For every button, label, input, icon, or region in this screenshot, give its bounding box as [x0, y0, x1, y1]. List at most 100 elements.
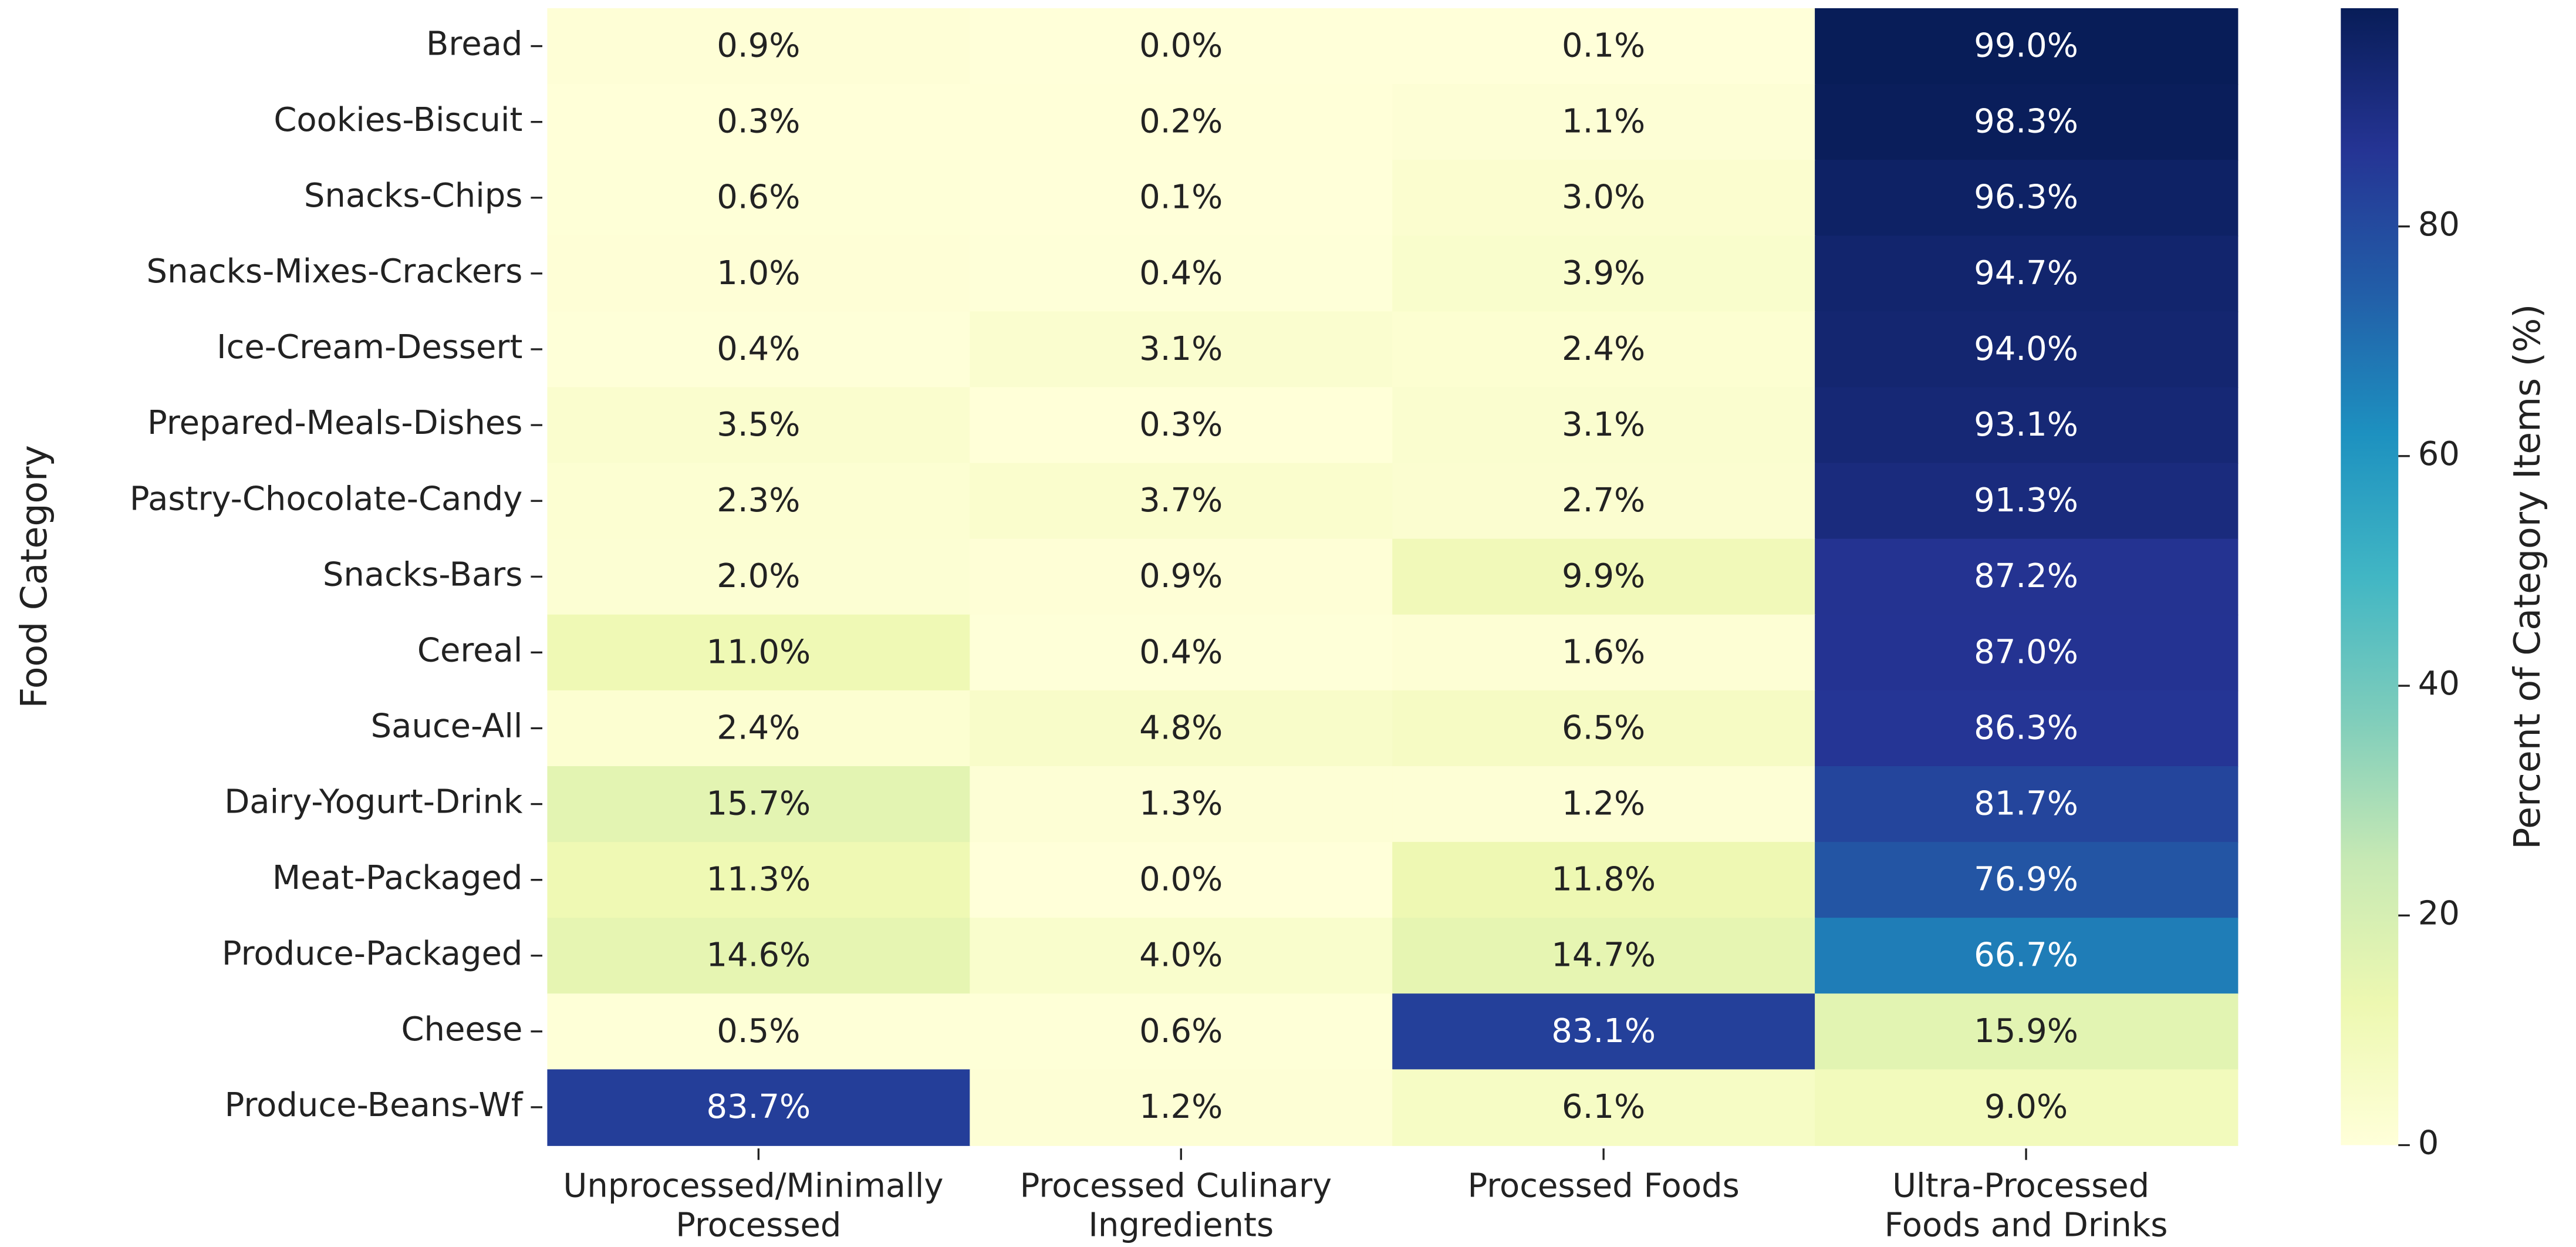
- heatmap-cell: [970, 8, 1393, 85]
- cell-label: 2.0%: [717, 557, 800, 595]
- cell-label: 14.7%: [1551, 936, 1656, 975]
- heatmap-cell: [1392, 84, 1816, 161]
- heatmap-cell: [1392, 614, 1816, 692]
- heatmap-cell: [1815, 8, 2239, 85]
- heatmap-cell: [970, 160, 1393, 237]
- heatmap-cell: [547, 84, 971, 161]
- heatmap-cell: [547, 614, 971, 692]
- x-tick-label-line: Processed Culinary: [1020, 1167, 1342, 1205]
- heatmap-cell: [1392, 842, 1816, 919]
- cell-label: 0.6%: [717, 178, 800, 217]
- heatmap-cell: [547, 235, 971, 312]
- heatmap-cell: [970, 918, 1393, 995]
- colorbar-tick-label: 60: [2418, 435, 2460, 473]
- heatmap-cell: [1815, 918, 2239, 995]
- colorbar-label: Percent of Category Items (%): [2506, 304, 2548, 850]
- cell-label: 0.4%: [1139, 254, 1223, 292]
- cell-label: 93.1%: [1974, 406, 2078, 444]
- y-tick-label: Cookies-Biscuit: [274, 101, 522, 139]
- cell-label: 0.6%: [1139, 1012, 1223, 1050]
- heatmap-cell: [547, 8, 971, 85]
- heatmap-cell: [1815, 235, 2239, 312]
- y-tick-label: Snacks-Bars: [323, 555, 523, 594]
- cell-label: 0.4%: [1139, 633, 1223, 671]
- heatmap-cell: [547, 463, 971, 540]
- x-tick-label: Ultra-Processed Foods and Drinks: [1885, 1167, 2168, 1244]
- cell-label: 4.8%: [1139, 709, 1223, 747]
- colorbar-tick-label: 80: [2418, 205, 2460, 244]
- x-tick-label-line: Processed: [676, 1206, 841, 1245]
- heatmap-cell: [1392, 918, 1816, 995]
- y-tick-label: Prepared-Meals-Dishes: [147, 404, 522, 442]
- cell-label: 0.2%: [1139, 103, 1223, 141]
- heatmap-cell: [970, 311, 1393, 388]
- cell-label: 11.8%: [1551, 861, 1656, 899]
- heatmap-cell: [970, 84, 1393, 161]
- heatmap-cell: [1392, 387, 1816, 464]
- heatmap-cell: [1392, 538, 1816, 616]
- cell-label: 0.0%: [1139, 26, 1223, 65]
- heatmap-cell: [970, 387, 1393, 464]
- cell-label: 9.9%: [1562, 557, 1645, 595]
- heatmap-cell: [1392, 690, 1816, 767]
- heatmap-cell: [1392, 311, 1816, 388]
- x-tick-label: Processed Culinary Ingredients: [1020, 1167, 1342, 1244]
- y-axis-label: Food Category: [13, 445, 55, 708]
- cell-label: 2.4%: [1562, 330, 1645, 368]
- cell-label: 3.1%: [1139, 330, 1223, 368]
- cell-label: 1.3%: [1139, 784, 1223, 823]
- y-tick-label: Produce-Beans-Wf: [225, 1086, 524, 1124]
- y-tick-label: Ice-Cream-Dessert: [217, 328, 522, 366]
- heatmap-cell: [1815, 993, 2239, 1070]
- x-tick-label-line: Unprocessed/Minimally: [563, 1167, 954, 1205]
- cell-label: 96.3%: [1974, 178, 2078, 217]
- heatmap-cell: [1392, 463, 1816, 540]
- cell-label: 15.9%: [1974, 1012, 2078, 1050]
- cell-label: 6.1%: [1562, 1088, 1645, 1126]
- y-tick-label: Snacks-Mixes-Crackers: [147, 252, 523, 291]
- cell-label: 0.0%: [1139, 861, 1223, 899]
- heatmap-cell: [970, 614, 1393, 692]
- heatmap-cell: [1392, 8, 1816, 85]
- cell-label: 87.0%: [1974, 633, 2078, 671]
- heatmap-cell: [1815, 84, 2239, 161]
- y-tick-label: Cheese: [401, 1010, 522, 1049]
- heatmap-cell: [970, 690, 1393, 767]
- heatmap-cell: [547, 311, 971, 388]
- cell-label: 83.7%: [706, 1088, 811, 1126]
- heatmap-cell: [547, 918, 971, 995]
- cell-label: 3.9%: [1562, 254, 1645, 292]
- heatmap-cell: [1815, 842, 2239, 919]
- heatmap-cell: [970, 538, 1393, 616]
- heatmap-cell: [1392, 1069, 1816, 1146]
- heatmap-cell: [547, 993, 971, 1070]
- heatmap-cell: [547, 690, 971, 767]
- cell-label: 1.2%: [1562, 784, 1645, 823]
- cell-label: 0.5%: [717, 1012, 800, 1050]
- cell-label: 0.3%: [1139, 406, 1223, 444]
- cell-label: 0.1%: [1139, 178, 1223, 217]
- cell-label: 2.3%: [717, 481, 800, 520]
- cell-label: 76.9%: [1974, 861, 2078, 899]
- heatmap-cell: [547, 160, 971, 237]
- cell-label: 1.1%: [1562, 103, 1645, 141]
- cell-label: 11.3%: [706, 861, 811, 899]
- cell-label: 0.3%: [717, 103, 800, 141]
- cell-label: 66.7%: [1974, 936, 2078, 975]
- heatmap-cell: [1815, 1069, 2239, 1146]
- heatmap-cell: [1392, 235, 1816, 312]
- heatmap-cell: [1815, 387, 2239, 464]
- cell-label: 0.9%: [1139, 557, 1223, 595]
- heatmap-cell: [1815, 160, 2239, 237]
- cell-label: 6.5%: [1562, 709, 1645, 747]
- cell-label: 15.7%: [706, 784, 811, 823]
- cell-label: 99.0%: [1974, 26, 2078, 65]
- y-tick-label: Dairy-Yogurt-Drink: [224, 783, 523, 821]
- heatmap-cell: [1392, 160, 1816, 237]
- cell-label: 83.1%: [1551, 1012, 1656, 1050]
- y-tick-label: Meat-Packaged: [272, 859, 523, 897]
- cell-label: 2.4%: [717, 709, 800, 747]
- cell-label: 3.1%: [1562, 406, 1645, 444]
- cell-label: 1.6%: [1562, 633, 1645, 671]
- cell-label: 14.6%: [706, 936, 811, 975]
